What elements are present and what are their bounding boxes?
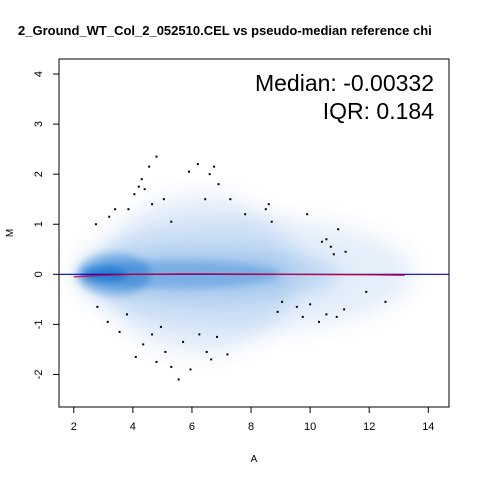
outlier-point [325, 313, 328, 316]
outlier-points [94, 155, 387, 381]
outlier-point [162, 198, 165, 201]
outlier-point [151, 203, 154, 206]
outlier-point [205, 350, 208, 353]
y-tick-label: -1 [33, 319, 45, 329]
outlier-point [270, 220, 273, 223]
outlier-point [229, 198, 232, 201]
outlier-point [108, 215, 111, 218]
outlier-point [244, 213, 247, 216]
outlier-point [142, 343, 145, 346]
outlier-point [177, 378, 180, 381]
outlier-point [118, 330, 121, 333]
outlier-point [127, 208, 130, 211]
outlier-point [343, 308, 346, 311]
outlier-point [137, 185, 140, 188]
plot-frame [58, 58, 450, 408]
outlier-point [133, 193, 136, 196]
x-tick-label: 4 [130, 421, 136, 433]
outlier-point [276, 310, 279, 313]
y-tick-label: 1 [33, 221, 45, 227]
outlier-point [140, 178, 143, 181]
y-axis: -2 -1 0 1 2 3 4 [33, 71, 59, 379]
outlier-point [114, 208, 117, 211]
outlier-point [134, 355, 137, 358]
outlier-point [210, 358, 213, 361]
outlier-point [196, 163, 199, 166]
y-tick-label: 0 [33, 271, 45, 277]
outlier-point [384, 300, 387, 303]
outlier-point [143, 188, 146, 191]
outlier-point [267, 203, 270, 206]
outlier-point [151, 333, 154, 336]
y-tick-label: -2 [33, 370, 45, 380]
outlier-point [264, 208, 267, 211]
outlier-point [182, 340, 185, 343]
median-annotation: Median: -0.00332 [255, 70, 434, 96]
x-tick-label: 12 [363, 421, 375, 433]
outlier-point [96, 305, 99, 308]
outlier-point [213, 165, 216, 168]
outlier-point [94, 223, 97, 226]
outlier-point [301, 315, 304, 318]
x-tick-label: 8 [248, 421, 254, 433]
y-tick-label: 4 [33, 71, 45, 77]
outlier-point [188, 170, 190, 173]
outlier-point [217, 183, 220, 186]
outlier-point [337, 228, 340, 231]
x-axis: 2 4 6 8 10 12 14 [71, 407, 434, 433]
outlier-point [281, 300, 284, 303]
outlier-point [159, 325, 162, 328]
y-axis-label: M [5, 229, 16, 237]
outlier-point [332, 253, 335, 256]
outlier-point [155, 360, 158, 363]
y-tick-label: 3 [33, 121, 45, 127]
outlier-point [344, 250, 347, 253]
outlier-point [170, 365, 173, 368]
outlier-point [295, 305, 298, 308]
outlier-point [125, 313, 128, 316]
outlier-point [204, 198, 207, 201]
outlier-point [106, 320, 109, 323]
x-axis-label: A [251, 454, 258, 465]
outlier-point [164, 350, 167, 353]
outlier-point [320, 240, 323, 243]
y-tick-label: 2 [33, 171, 45, 177]
outlier-point [198, 333, 201, 336]
outlier-point [335, 315, 338, 318]
outlier-point [148, 165, 151, 168]
outlier-point [155, 155, 158, 158]
outlier-point [306, 213, 309, 216]
outlier-point [329, 245, 332, 248]
chart-title: 2_Ground_WT_Col_2_052510.CEL vs pseudo-m… [18, 23, 432, 38]
loess-trend-line [73, 273, 405, 278]
outlier-point [325, 238, 328, 241]
x-tick-label: 2 [71, 421, 77, 433]
x-tick-label: 14 [422, 421, 434, 433]
outlier-point [309, 303, 312, 306]
outlier-point [318, 320, 320, 323]
outlier-point [189, 368, 192, 371]
outlier-point [208, 173, 211, 176]
outlier-point [365, 290, 368, 293]
outlier-point [216, 335, 219, 338]
x-tick-label: 6 [189, 421, 195, 433]
x-tick-label: 10 [304, 421, 316, 433]
outlier-point [226, 353, 229, 356]
trend-lines [59, 273, 449, 278]
outlier-point [170, 220, 173, 223]
iqr-annotation: IQR: 0.184 [323, 98, 434, 124]
